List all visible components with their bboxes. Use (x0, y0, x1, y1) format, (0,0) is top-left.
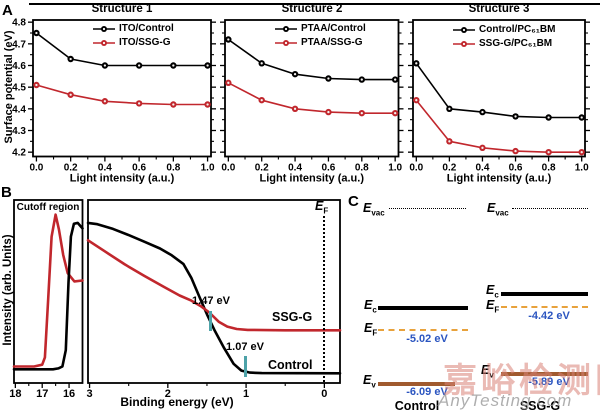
ef-line-ssg (501, 306, 588, 308)
panel-b-y-axis-label: Intensity (arb. Units) (2, 234, 14, 346)
svg-text:1.0: 1.0 (201, 163, 215, 174)
svg-text:0.6: 0.6 (509, 163, 523, 174)
panel-b-x-axis-label: Binding energy (eV) (120, 395, 234, 409)
evac-line-control (389, 208, 466, 209)
panel-a-label: A (2, 2, 13, 19)
ec-label-control: Ec (364, 298, 377, 315)
svg-text:2: 2 (165, 388, 171, 400)
legend-label: SSG-G/PC₆₁BM (479, 38, 553, 49)
svg-text:0.0: 0.0 (29, 163, 43, 174)
control-column-name: Control (394, 399, 440, 413)
svg-text:Light intensity (a.u.): Light intensity (a.u.) (260, 173, 365, 185)
fermi-level-label: EF (315, 199, 329, 216)
ec-line-control (378, 306, 468, 310)
cutoff-region-label: Cutoff region (16, 202, 80, 213)
annotation-1-07ev: 1.07 eV (226, 341, 264, 353)
svg-text:0.4: 0.4 (98, 163, 112, 174)
ec-label-ssg: Ec (486, 283, 499, 300)
panel-c-label: C (348, 193, 359, 210)
evac-label-control: Evac (363, 201, 385, 218)
ssg-column-name: SSG-G (519, 399, 561, 413)
ef-line-control (378, 329, 468, 331)
ec-line-ssg (501, 292, 588, 296)
line-marker-icon (452, 39, 476, 49)
panel-b-label: B (1, 184, 12, 201)
ev-value-control: -6.09 eV (406, 386, 448, 398)
top-rule (29, 3, 600, 5)
structure-2-title: Structure 2 (281, 3, 343, 15)
evac-line-ssg (512, 208, 588, 209)
legend-label: PTAA/SSG-G (301, 37, 363, 48)
legend-structure-1: ITO/Control ITO/SSG-G (92, 22, 174, 49)
svg-text:0.8: 0.8 (166, 163, 180, 174)
svg-text:Light intensity (a.u.): Light intensity (a.u.) (70, 173, 175, 185)
legend-item: ITO/SSG-G (92, 36, 174, 49)
svg-text:4.7: 4.7 (12, 39, 26, 50)
legend-item: PTAA/Control (274, 22, 366, 35)
svg-text:4.2: 4.2 (12, 148, 26, 159)
legend-label: Control/PC₆₁BM (479, 24, 556, 35)
svg-text:Light intensity (a.u.): Light intensity (a.u.) (447, 173, 552, 185)
fermi-level-dotted-line (323, 216, 325, 382)
svg-text:0.8: 0.8 (542, 163, 556, 174)
svg-text:4.5: 4.5 (12, 83, 26, 94)
structure-3-title: Structure 3 (468, 3, 530, 15)
ef-value-control: -5.02 eV (406, 333, 448, 345)
ev-label-control: Ev (363, 373, 376, 390)
svg-text:4.4: 4.4 (12, 104, 26, 115)
ssg-curve-label: SSG-G (272, 310, 313, 324)
legend-item: ITO/Control (92, 22, 174, 35)
annotation-tick-1-07 (244, 356, 247, 377)
legend-label: ITO/SSG-G (119, 37, 171, 48)
svg-text:17: 17 (36, 388, 48, 400)
legend-item: PTAA/SSG-G (274, 36, 366, 49)
svg-text:0.2: 0.2 (64, 163, 78, 174)
svg-text:0.2: 0.2 (442, 163, 456, 174)
annotation-1-47ev: 1.47 eV (192, 295, 230, 307)
svg-text:0.2: 0.2 (255, 163, 269, 174)
svg-text:1: 1 (243, 388, 249, 400)
svg-text:4.8: 4.8 (12, 18, 26, 29)
svg-text:1.0: 1.0 (575, 163, 589, 174)
control-curve-label: Control (268, 358, 313, 372)
structure-1-title: Structure 1 (91, 3, 153, 15)
svg-text:16: 16 (63, 388, 75, 400)
svg-text:0.4: 0.4 (476, 163, 490, 174)
ef-label-ssg: EF (486, 298, 500, 315)
svg-text:3: 3 (87, 388, 93, 400)
legend-structure-3: Control/PC₆₁BM SSG-G/PC₆₁BM (452, 23, 555, 50)
svg-text:0.0: 0.0 (409, 163, 423, 174)
line-marker-icon (92, 38, 116, 48)
svg-text:1.0: 1.0 (388, 163, 402, 174)
svg-text:0: 0 (321, 388, 327, 400)
legend-item: SSG-G/PC₆₁BM (452, 37, 555, 50)
svg-text:4.3: 4.3 (12, 126, 26, 137)
panel-a-y-axis-label: Surface potential (eV) (3, 30, 15, 144)
ev-value-ssg: -5.89 eV (528, 376, 570, 388)
evac-label-ssg: Evac (487, 201, 509, 218)
legend-label: ITO/Control (119, 23, 174, 34)
line-marker-icon (274, 24, 298, 34)
ev-label-ssg: Ev (481, 363, 494, 380)
svg-text:0.4: 0.4 (288, 163, 302, 174)
ef-value-ssg: -4.42 eV (528, 310, 570, 322)
svg-text:4.6: 4.6 (12, 61, 26, 72)
ev-line-control (378, 382, 455, 386)
legend-label: PTAA/Control (301, 23, 366, 34)
line-marker-icon (92, 24, 116, 34)
legend-item: Control/PC₆₁BM (452, 23, 555, 36)
svg-text:0.0: 0.0 (221, 163, 235, 174)
line-marker-icon (452, 25, 476, 35)
svg-text:0.6: 0.6 (132, 163, 146, 174)
ef-label-control: EF (364, 321, 378, 338)
line-marker-icon (274, 38, 298, 48)
svg-text:0.6: 0.6 (321, 163, 335, 174)
legend-structure-2: PTAA/Control PTAA/SSG-G (274, 22, 366, 49)
ev-line-ssg (501, 372, 588, 376)
annotation-tick-1-47 (209, 311, 212, 331)
svg-text:0.8: 0.8 (355, 163, 369, 174)
svg-text:18: 18 (9, 388, 21, 400)
